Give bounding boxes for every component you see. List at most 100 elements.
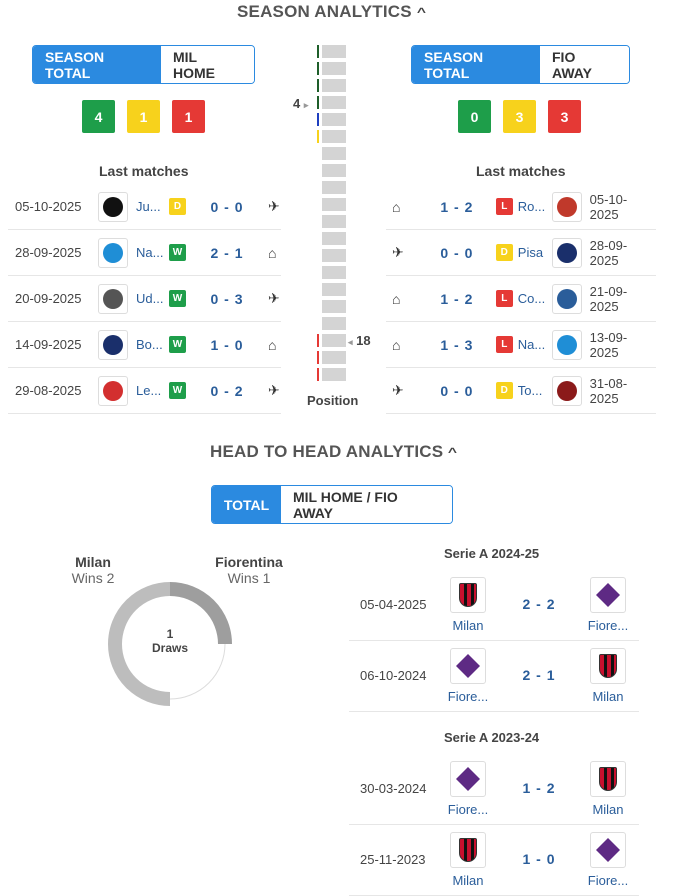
h2h-analytics-title[interactable]: HEAD TO HEAD ANALYTICS ^ bbox=[210, 442, 457, 462]
opponent-logo bbox=[551, 283, 582, 314]
home-icon: ⌂ bbox=[392, 336, 401, 353]
home-icon: ⌂ bbox=[392, 290, 401, 307]
home-club-name[interactable]: Milan bbox=[452, 618, 484, 633]
match-score: 0 - 2 bbox=[210, 382, 244, 399]
away-club-name[interactable]: Fiore... bbox=[587, 873, 629, 888]
home-club-name[interactable]: Fiore... bbox=[447, 802, 489, 817]
match-date: 13-09-2025 bbox=[589, 329, 628, 360]
h2h-match-row[interactable]: 06-10-2024 Fiore... 2 - 1 Milan bbox=[349, 641, 639, 712]
away-club-name[interactable]: Milan bbox=[592, 802, 624, 817]
match-date: 06-10-2024 bbox=[360, 668, 427, 683]
fiorentina-crest-icon bbox=[596, 583, 620, 607]
result-badge: D bbox=[495, 382, 513, 399]
away-last-matches-title: Last matches bbox=[476, 163, 566, 179]
home-wins-count: Wins 2 bbox=[71, 570, 115, 586]
zone-marker bbox=[317, 130, 319, 143]
milan-crest-icon bbox=[459, 583, 477, 607]
away-match-row[interactable]: ⌂ 1 - 2 L Ro... 05-10-2025 bbox=[386, 184, 656, 230]
match-score: 0 - 3 bbox=[210, 290, 244, 307]
opponent-name[interactable]: To... bbox=[517, 383, 543, 398]
h2h-match-row[interactable]: 05-04-2025 Milan 2 - 2 Fiore... bbox=[349, 570, 639, 641]
plane-icon: ✈ bbox=[392, 244, 404, 260]
match-score: 0 - 0 bbox=[440, 382, 474, 399]
home-match-row[interactable]: 05-10-2025 Ju... D 0 - 0 ✈ bbox=[8, 184, 281, 230]
away-match-row[interactable]: ✈ 0 - 0 D To... 31-08-2025 bbox=[386, 368, 656, 414]
milan-crest-icon bbox=[599, 654, 617, 678]
toggle-total[interactable]: TOTAL bbox=[212, 486, 281, 523]
chevron-up-icon: ^ bbox=[416, 5, 427, 19]
match-score: 2 - 2 bbox=[522, 596, 556, 612]
h2h-match-row[interactable]: 30-03-2024 Fiore... 1 - 2 Milan bbox=[349, 754, 639, 825]
toggle-season-total[interactable]: SEASON TOTAL bbox=[412, 46, 540, 83]
position-cell bbox=[322, 283, 346, 296]
away-club-name[interactable]: Fiore... bbox=[587, 618, 629, 633]
position-cell bbox=[317, 79, 346, 92]
opponent-name[interactable]: Na... bbox=[517, 337, 546, 352]
home-match-row[interactable]: 14-09-2025 Bo... W 1 - 0 ⌂ bbox=[8, 322, 281, 368]
fiorentina-crest-icon bbox=[456, 767, 480, 791]
home-club-name[interactable]: Milan bbox=[452, 873, 484, 888]
zone-marker bbox=[317, 113, 319, 126]
away-club-name[interactable]: Milan bbox=[592, 689, 624, 704]
result-badge: L bbox=[495, 290, 513, 307]
match-date: 28-09-2025 bbox=[15, 245, 82, 260]
opponent-name[interactable]: Le... bbox=[136, 383, 162, 398]
h2h-match-row[interactable]: 25-11-2023 Milan 1 - 0 Fiore... bbox=[349, 825, 639, 896]
toggle-season-total[interactable]: SEASON TOTAL bbox=[33, 46, 161, 83]
home-position-label: 4 ▸ bbox=[293, 96, 309, 111]
plane-icon: ✈ bbox=[268, 198, 280, 214]
milan-crest-icon bbox=[599, 767, 617, 791]
away-match-row[interactable]: ✈ 0 - 0 D Pisa 28-09-2025 bbox=[386, 230, 656, 276]
opponent-logo bbox=[551, 191, 582, 222]
opponent-name[interactable]: Na... bbox=[136, 245, 164, 260]
home-club-name[interactable]: Fiore... bbox=[447, 689, 489, 704]
zone-marker bbox=[317, 96, 319, 109]
match-score: 1 - 2 bbox=[440, 290, 474, 307]
away-wins-badge: 0 bbox=[458, 100, 491, 133]
toggle-mil-home[interactable]: MIL HOME bbox=[161, 46, 254, 83]
away-match-row[interactable]: ⌂ 1 - 3 L Na... 13-09-2025 bbox=[386, 322, 656, 368]
opponent-name[interactable]: Bo... bbox=[136, 337, 163, 352]
home-icon: ⌂ bbox=[268, 244, 277, 261]
zone-marker bbox=[317, 45, 319, 58]
position-cell bbox=[322, 300, 346, 313]
match-date: 14-09-2025 bbox=[15, 337, 82, 352]
match-score: 1 - 2 bbox=[440, 198, 474, 215]
match-date: 21-09-2025 bbox=[589, 283, 628, 314]
away-club-logo bbox=[590, 577, 626, 613]
away-match-row[interactable]: ⌂ 1 - 2 L Co... 21-09-2025 bbox=[386, 276, 656, 322]
home-wins-badge: 4 bbox=[82, 100, 115, 133]
h2h-toggle: TOTAL MIL HOME / FIO AWAY bbox=[211, 485, 453, 524]
position-cell bbox=[317, 130, 346, 143]
h2h-donut-chart bbox=[107, 582, 232, 706]
fiorentina-crest-icon bbox=[596, 838, 620, 862]
draws-center-label: 1 Draws bbox=[140, 627, 200, 655]
toggle-mil-home-fio-away[interactable]: MIL HOME / FIO AWAY bbox=[281, 486, 452, 523]
match-date: 05-04-2025 bbox=[360, 597, 427, 612]
home-match-row[interactable]: 29-08-2025 Le... W 0 - 2 ✈ bbox=[8, 368, 281, 414]
position-cell bbox=[317, 96, 346, 109]
home-icon: ⌂ bbox=[268, 336, 277, 353]
match-date: 05-10-2025 bbox=[589, 191, 628, 222]
away-losses-badge: 3 bbox=[548, 100, 581, 133]
opponent-name[interactable]: Ro... bbox=[517, 199, 546, 214]
opponent-name[interactable]: Pisa bbox=[517, 245, 544, 260]
home-match-row[interactable]: 28-09-2025 Na... W 2 - 1 ⌂ bbox=[8, 230, 281, 276]
zone-marker bbox=[317, 79, 319, 92]
opponent-name[interactable]: Ud... bbox=[136, 291, 164, 306]
position-cell bbox=[322, 198, 346, 211]
match-score: 1 - 0 bbox=[522, 851, 556, 867]
match-date: 05-10-2025 bbox=[15, 199, 82, 214]
h2h-away-summary: Fiorentina Wins 1 bbox=[211, 554, 287, 586]
opponent-name[interactable]: Co... bbox=[517, 291, 546, 306]
match-score: 2 - 1 bbox=[210, 244, 244, 261]
donut-home-wins-arc bbox=[107, 582, 171, 706]
away-wins-count: Wins 1 bbox=[227, 570, 271, 586]
opponent-logo bbox=[98, 375, 128, 406]
opponent-name[interactable]: Ju... bbox=[136, 199, 161, 214]
home-match-row[interactable]: 20-09-2025 Ud... W 0 - 3 ✈ bbox=[8, 276, 281, 322]
match-date: 30-03-2024 bbox=[360, 781, 427, 796]
season-analytics-title[interactable]: SEASON ANALYTICS ^ bbox=[237, 2, 427, 22]
toggle-fio-away[interactable]: FIO AWAY bbox=[540, 46, 629, 83]
away-team-name: Fiorentina bbox=[215, 554, 283, 570]
